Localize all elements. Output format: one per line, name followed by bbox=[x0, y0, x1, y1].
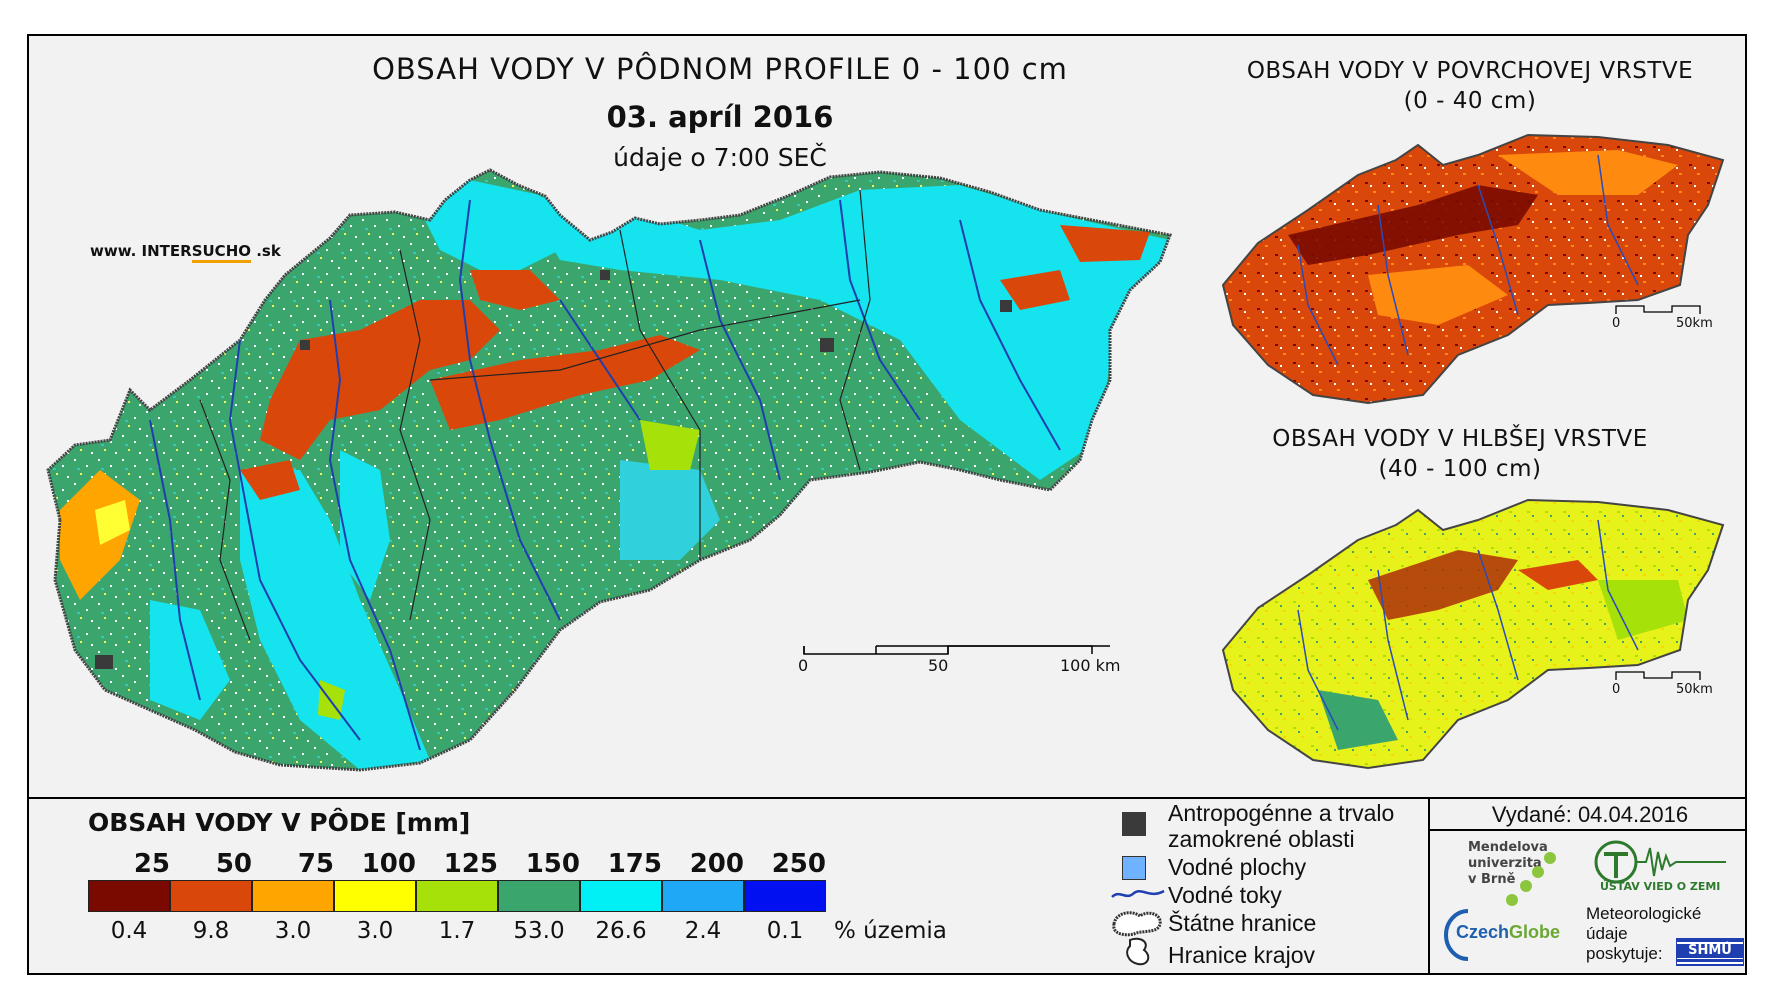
inset-deep-scale bbox=[1615, 671, 1701, 680]
legend-item-water-label: Vodné plochy bbox=[1168, 854, 1307, 880]
legend-item-urban-line2: zamokrené oblasti bbox=[1168, 826, 1355, 852]
region-borders bbox=[199, 189, 871, 641]
issued-separator bbox=[1430, 829, 1747, 831]
legend-percent: 1.7 bbox=[438, 918, 476, 944]
inset-deep-map bbox=[1221, 498, 1725, 770]
main-map bbox=[46, 168, 1173, 772]
inset-deep-scale-50: 50km bbox=[1676, 682, 1713, 697]
blue-square-icon bbox=[1122, 856, 1146, 880]
legend-item-state-border-label: Štátne hranice bbox=[1168, 910, 1317, 936]
class-break-label: 25 bbox=[133, 849, 170, 879]
legend-percent: 3.0 bbox=[274, 918, 312, 944]
class-break-label: 250 bbox=[771, 849, 826, 879]
class-break-label: 125 bbox=[443, 849, 498, 879]
mendel-dots-icon bbox=[1506, 852, 1556, 906]
class-break-label: 100 bbox=[361, 849, 416, 879]
inset-deep-subtitle: (40 - 100 cm) bbox=[1378, 456, 1542, 482]
legend-swatch bbox=[744, 880, 826, 912]
legend-title: OBSAH VODY V PÔDE [mm] bbox=[88, 808, 471, 837]
legend-percent: 9.8 bbox=[192, 918, 230, 944]
state-border bbox=[46, 168, 1173, 772]
inset-surface-title: OBSAH VODY V POVRCHOVEJ VRSTVE bbox=[1246, 58, 1694, 84]
issued-date: Vydané: 04.04.2016 bbox=[1491, 802, 1689, 827]
dark-square-icon bbox=[1122, 812, 1146, 836]
legend-percent: 0.1 bbox=[766, 918, 804, 944]
inset-surface-scale-50: 50km bbox=[1676, 316, 1713, 331]
legend-swatch bbox=[334, 880, 416, 912]
legend-item-rivers-label: Vodné toky bbox=[1168, 882, 1282, 908]
state-border-icon bbox=[1112, 911, 1162, 937]
legend-swatch bbox=[252, 880, 334, 912]
legend-swatch bbox=[498, 880, 580, 912]
legend-percent: 53.0 bbox=[513, 918, 565, 944]
inset-surface-scale bbox=[1615, 305, 1701, 314]
seismograph-icon bbox=[1594, 840, 1726, 884]
czechglobe-arc-icon bbox=[1444, 909, 1469, 961]
inset-surface-subtitle: (0 - 40 cm) bbox=[1403, 88, 1537, 114]
map-date: 03. apríl 2016 bbox=[606, 100, 834, 134]
class-break-label: 200 bbox=[689, 849, 744, 879]
inset-deep-scale-0: 0 bbox=[1612, 682, 1621, 697]
main-scale-label-0: 0 bbox=[798, 656, 809, 675]
legend-item-urban-line1: Antropogénne a trvalo bbox=[1168, 800, 1395, 826]
inset-deep-title: OBSAH VODY V HLBŠEJ VRSTVE bbox=[1272, 426, 1648, 452]
main-scale-bar bbox=[803, 645, 1110, 655]
legend-swatch bbox=[580, 880, 662, 912]
region-border-icon bbox=[1126, 937, 1150, 966]
river-line-icon bbox=[1111, 889, 1165, 898]
legend-percent: 3.0 bbox=[356, 918, 394, 944]
main-scale-label-50: 50 bbox=[928, 656, 949, 675]
legend-swatch bbox=[416, 880, 498, 912]
website-link[interactable]: www. INTERSUCHO .sk bbox=[90, 242, 281, 263]
inset-surface-scale-0: 0 bbox=[1612, 316, 1621, 331]
legend-item-region-border-label: Hranice krajov bbox=[1168, 942, 1315, 968]
soil-water-raster bbox=[48, 170, 1170, 770]
class-break-label: 175 bbox=[607, 849, 662, 879]
inset-surface-map bbox=[1221, 133, 1725, 405]
urban-areas bbox=[95, 270, 1012, 669]
rivers bbox=[149, 199, 1061, 751]
legend-divider bbox=[27, 797, 1747, 799]
percent-unit: % územia bbox=[834, 918, 947, 944]
class-break-label: 150 bbox=[525, 849, 580, 879]
map-time-note: údaje o 7:00 SEČ bbox=[613, 143, 827, 172]
legend-swatch bbox=[662, 880, 744, 912]
legend-percent: 26.6 bbox=[595, 918, 647, 944]
map-title: OBSAH VODY V PÔDNOM PROFILE 0 - 100 cm bbox=[372, 52, 1068, 86]
shmu-logo: SHMÚ bbox=[1676, 938, 1744, 966]
class-break-label: 75 bbox=[297, 849, 334, 879]
legend-percent: 0.4 bbox=[110, 918, 148, 944]
legend-swatch bbox=[170, 880, 252, 912]
class-break-label: 50 bbox=[215, 849, 252, 879]
main-scale-label-100: 100 km bbox=[1060, 656, 1121, 675]
legend-separator bbox=[1428, 797, 1430, 975]
legend-percent: 2.4 bbox=[684, 918, 722, 944]
legend-swatch bbox=[88, 880, 170, 912]
